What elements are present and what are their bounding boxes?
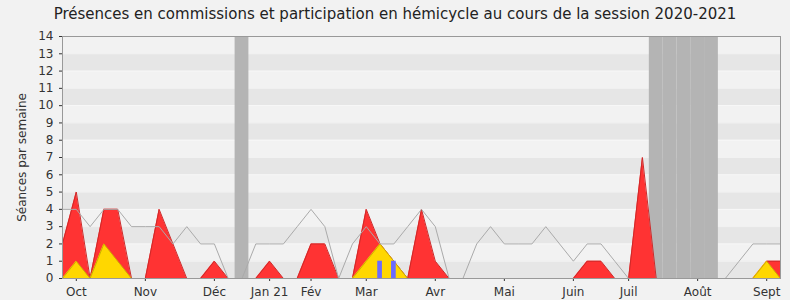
svg-text:13: 13	[38, 47, 53, 61]
svg-text:Août: Août	[684, 285, 712, 299]
svg-text:8: 8	[46, 133, 54, 147]
svg-text:Mai: Mai	[494, 285, 515, 299]
svg-text:Nov: Nov	[134, 285, 157, 299]
svg-text:10: 10	[38, 98, 53, 112]
svg-text:Avr: Avr	[426, 285, 446, 299]
svg-text:Déc: Déc	[203, 285, 226, 299]
svg-text:0: 0	[46, 271, 54, 285]
svg-text:1: 1	[46, 254, 54, 268]
svg-text:Sept: Sept	[753, 285, 781, 299]
svg-text:Juin: Juin	[561, 285, 584, 299]
svg-text:7: 7	[46, 150, 54, 164]
svg-text:3: 3	[46, 219, 54, 233]
svg-text:11: 11	[38, 81, 53, 95]
svg-text:Jan 21: Jan 21	[250, 285, 289, 299]
svg-text:2: 2	[46, 237, 54, 251]
html-text:Présences en commissions et pa: Présences en commissions et participatio…	[53, 5, 737, 23]
svg-text:Oct: Oct	[66, 285, 87, 299]
svg-text:12: 12	[38, 64, 53, 78]
svg-text:6: 6	[46, 168, 54, 182]
svg-text:Séances par semaine: Séances par semaine	[15, 93, 29, 222]
svg-text:Juil: Juil	[619, 285, 638, 299]
svg-text:Fév: Fév	[301, 285, 322, 299]
svg-text:Mar: Mar	[355, 285, 378, 299]
svg-text:5: 5	[46, 185, 54, 199]
svg-text:14: 14	[38, 29, 53, 43]
svg-text:4: 4	[46, 202, 54, 216]
svg-text:9: 9	[46, 116, 54, 130]
